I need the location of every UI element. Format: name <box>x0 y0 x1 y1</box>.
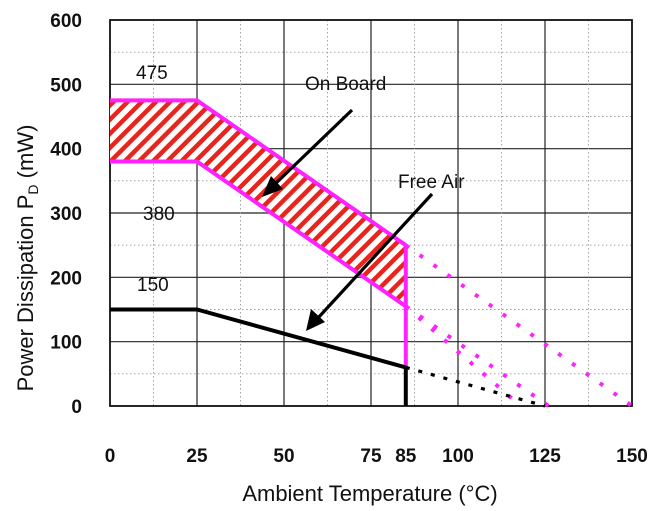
on-board-mid-extrapolation <box>404 304 522 408</box>
x-tick-label: 50 <box>273 446 294 467</box>
x-tick-label: 75 <box>360 446 382 467</box>
on-board-lower-extrapolation <box>404 304 550 408</box>
x-tick-label: 100 <box>442 446 474 467</box>
tick-labels: 0 100 200 300 400 500 600 0 25 50 75 85 100 125 150 <box>50 11 648 467</box>
on-board-upper-line <box>110 98 407 247</box>
free-air-line <box>110 307 407 370</box>
plot-frame <box>109 19 633 407</box>
annotation-on-board: On Board <box>305 74 386 95</box>
series-lines <box>110 98 634 408</box>
value-label-380: 380 <box>143 204 175 225</box>
y-tick-label: 100 <box>50 333 82 354</box>
y-tick-label: 0 <box>71 397 82 418</box>
x-tick-label: 85 <box>395 446 417 467</box>
arrow-on-board <box>262 108 354 197</box>
x-axis-title: Ambient Temperature (°C) <box>242 481 497 506</box>
value-label-150: 150 <box>137 275 169 296</box>
on-board-lower-line <box>110 159 407 308</box>
x-tick-label: 150 <box>616 446 648 467</box>
value-label-475: 475 <box>136 63 168 84</box>
y-axis-title: Power Dissipation PD (mW) <box>13 125 41 392</box>
free-air-extrapolation <box>405 365 546 408</box>
y-axis-title-sub: D <box>25 184 41 194</box>
on-board-upper-extrapolation <box>404 243 634 408</box>
y-axis-title-main: Power Dissipation P <box>13 195 38 392</box>
arrow-free-air <box>306 192 434 331</box>
y-tick-label: 200 <box>50 268 82 289</box>
y-tick-label: 400 <box>50 140 82 161</box>
annotation-free-air: Free Air <box>398 172 465 193</box>
y-tick-label: 500 <box>50 75 82 96</box>
x-tick-label: 25 <box>186 446 208 467</box>
y-tick-label: 600 <box>50 11 82 32</box>
y-axis-title-unit: (mW) <box>13 125 38 185</box>
y-tick-label: 300 <box>50 204 82 225</box>
x-tick-label: 125 <box>529 446 561 467</box>
x-tick-label: 0 <box>105 446 116 467</box>
